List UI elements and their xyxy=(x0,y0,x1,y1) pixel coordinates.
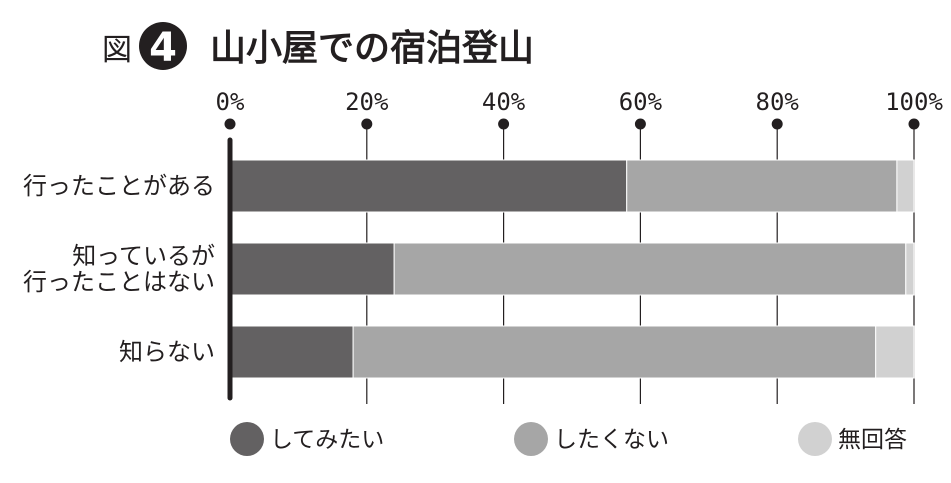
figure-number: 4 xyxy=(149,25,177,71)
legend-swatch xyxy=(230,422,264,456)
bar-segment xyxy=(896,159,915,213)
tick-dot xyxy=(224,118,236,130)
category-label: 知らない xyxy=(119,338,215,366)
legend-label: したくない xyxy=(554,427,669,453)
bar-segment xyxy=(626,159,898,213)
bar-segment xyxy=(229,325,354,379)
tick-dot xyxy=(361,118,373,130)
x-tick-label: 0% xyxy=(216,88,245,116)
tick-dot xyxy=(908,118,920,130)
legend: してみたい したくない 無回答 xyxy=(230,422,907,456)
bar-segment xyxy=(229,159,628,213)
bar-segment xyxy=(352,325,877,379)
category-label: 行ったことがある xyxy=(23,172,215,200)
legend-label: してみたい xyxy=(270,427,384,453)
tick-dot xyxy=(634,118,646,130)
bar-segment xyxy=(875,325,915,379)
x-axis-ticks: 0% 20% 40% 60% 80% 100% xyxy=(216,88,943,130)
figure-number-badge xyxy=(139,22,187,70)
legend-swatch xyxy=(514,422,548,456)
category-label: 行ったことはない xyxy=(23,268,215,296)
bar-segment xyxy=(229,242,395,296)
figure-prefix: 図 xyxy=(102,33,132,68)
legend-label: 無回答 xyxy=(838,427,907,453)
bar-series xyxy=(229,159,915,379)
category-label: 知っているが xyxy=(72,242,215,270)
x-tick-label: 60% xyxy=(619,88,663,116)
x-tick-label: 20% xyxy=(345,88,389,116)
bar-segment xyxy=(905,242,915,296)
legend-swatch xyxy=(798,422,832,456)
bar-segment xyxy=(393,242,907,296)
chart-title: 山小屋での宿泊登山 xyxy=(210,28,534,69)
x-tick-label: 40% xyxy=(482,88,526,116)
x-tick-label: 80% xyxy=(756,88,800,116)
tick-dot xyxy=(498,118,510,130)
x-tick-label: 100% xyxy=(885,88,943,116)
tick-dot xyxy=(771,118,783,130)
chart-header: 図 4 山小屋での宿泊登山 xyxy=(102,22,534,71)
